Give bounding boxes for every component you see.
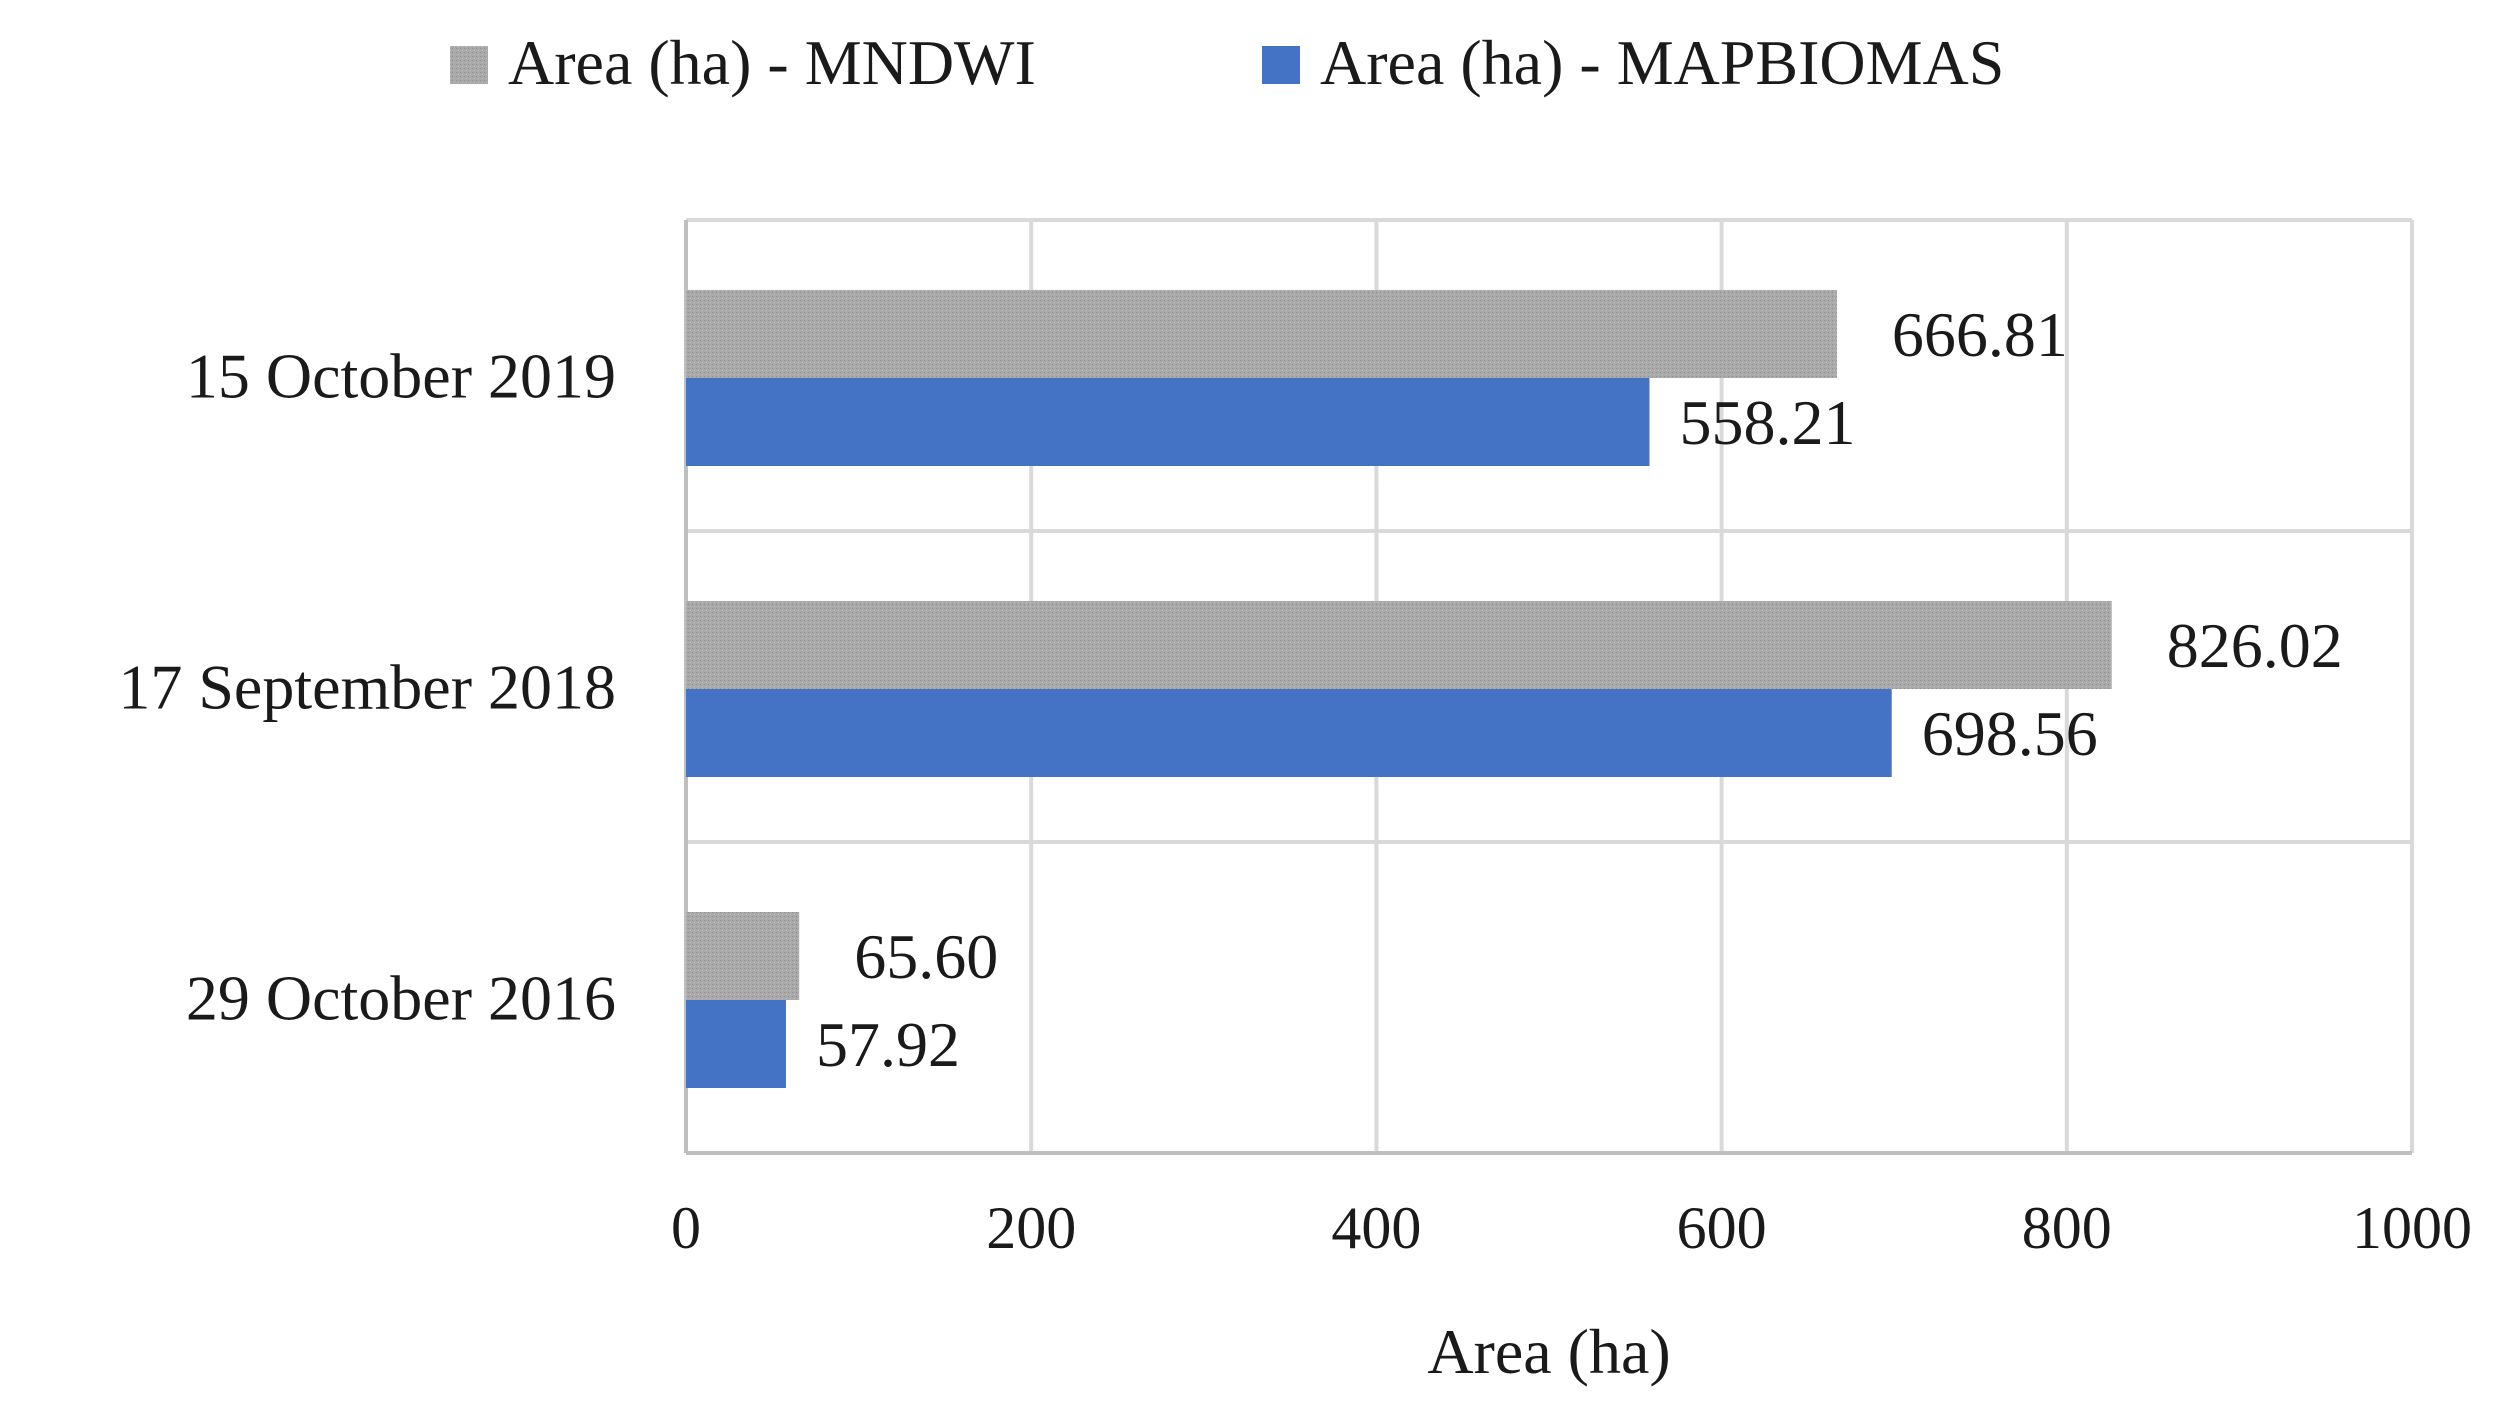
bar-mndwi-0 — [686, 290, 1837, 378]
bar-mapbiomas-1 — [686, 689, 1892, 777]
category-label-1: 17 September 2018 — [118, 652, 616, 723]
bar-mndwi-2 — [686, 912, 800, 1000]
legend-label-mndwi: Area (ha) - MNDWI — [508, 27, 1036, 98]
legend-label-mapbiomas: Area (ha) - MAPBIOMAS — [1320, 27, 2004, 98]
value-label-mndwi-2: 65.60 — [854, 921, 998, 992]
x-tick-label-0: 0 — [671, 1195, 701, 1261]
x-tick-label-1: 200 — [986, 1195, 1076, 1261]
category-label-0: 15 October 2019 — [186, 341, 616, 412]
value-label-mapbiomas-2: 57.92 — [816, 1009, 960, 1080]
value-label-mndwi-1: 826.02 — [2167, 610, 2343, 681]
x-tick-label-4: 800 — [2022, 1195, 2112, 1261]
value-label-mapbiomas-1: 698.56 — [1922, 698, 2098, 769]
category-label-2: 29 October 2016 — [186, 963, 616, 1034]
value-labels: 666.81 558.21 826.02 698.56 65.60 57.92 — [816, 299, 2343, 1080]
legend-swatch-mndwi — [450, 46, 488, 84]
x-tick-label-5: 1000 — [2352, 1195, 2472, 1261]
legend: Area (ha) - MNDWI Area (ha) - MAPBIOMAS — [450, 27, 2004, 98]
bars — [686, 290, 2112, 1088]
bar-mapbiomas-0 — [686, 378, 1650, 466]
legend-swatch-mapbiomas — [1262, 46, 1300, 84]
value-label-mapbiomas-0: 558.21 — [1679, 387, 1855, 458]
value-label-mndwi-0: 666.81 — [1892, 299, 2068, 370]
category-labels: 15 October 2019 17 September 2018 29 Octob… — [118, 341, 616, 1034]
bar-mapbiomas-2 — [686, 1000, 786, 1088]
x-tick-label-3: 600 — [1677, 1195, 1767, 1261]
x-axis-title: Area (ha) — [1427, 1316, 1670, 1387]
bar-mndwi-1 — [686, 601, 2112, 689]
x-tick-label-2: 400 — [1331, 1195, 1421, 1261]
x-tick-labels: 0 200 400 600 800 1000 — [671, 1195, 2472, 1261]
